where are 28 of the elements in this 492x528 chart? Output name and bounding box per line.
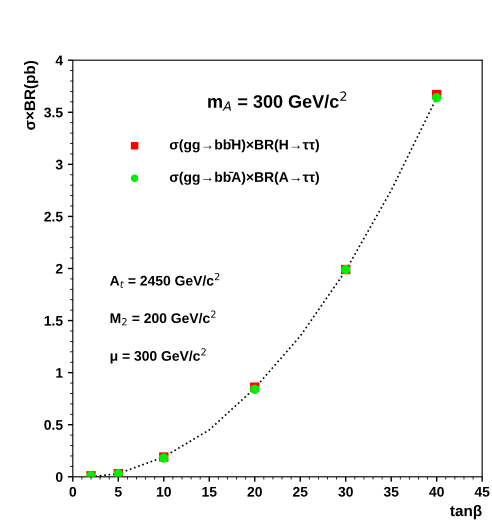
x-tick-label: 40 bbox=[429, 486, 444, 497]
legend-label: σ(gg→bb̄A)×BR(A→ττ) bbox=[170, 172, 319, 185]
y-tick-label: 2.5 bbox=[44, 212, 63, 222]
x-tick-label: 20 bbox=[248, 486, 262, 497]
x-tick-label: 30 bbox=[338, 486, 353, 497]
y-tick-label: 3 bbox=[56, 160, 63, 170]
x-axis-title: tanβ bbox=[450, 505, 482, 520]
y-tick-label: 1.5 bbox=[44, 316, 63, 326]
annotation: A$_{t}$ = 2450 GeV/c$^{2}$ bbox=[110, 272, 220, 288]
annotation: m$_{A}$ = 300 GeV/c$^{2}$ bbox=[208, 91, 346, 111]
x-tick-label: 25 bbox=[292, 486, 308, 497]
y-tick-label: 2 bbox=[56, 264, 63, 274]
x-tick-label: 5 bbox=[114, 487, 122, 497]
x-tick-label: 15 bbox=[202, 487, 217, 497]
y-tick-label: 0.5 bbox=[44, 420, 63, 430]
x-tick-label: 35 bbox=[384, 486, 399, 497]
x-tick-label: 10 bbox=[156, 486, 171, 497]
y-tick-label: 3.5 bbox=[44, 108, 63, 118]
y-axis-title: σ×BR(pb) bbox=[24, 60, 38, 130]
point bbox=[432, 93, 442, 102]
legend-label: σ(gg→bb̄H)×BR(H→ττ) bbox=[170, 139, 319, 152]
annotation: μ = 300 GeV/c$^{2}$ bbox=[110, 348, 206, 364]
y-tick-label: 4 bbox=[56, 56, 64, 66]
y-tick-label: 1 bbox=[56, 368, 63, 378]
x-tick-label: 45 bbox=[474, 487, 490, 497]
x-tick-label: 0 bbox=[70, 486, 76, 497]
y-tick-label: 0 bbox=[56, 472, 63, 482]
annotation: M$_{2}$ = 200 GeV/c$^{2}$ bbox=[110, 310, 216, 326]
